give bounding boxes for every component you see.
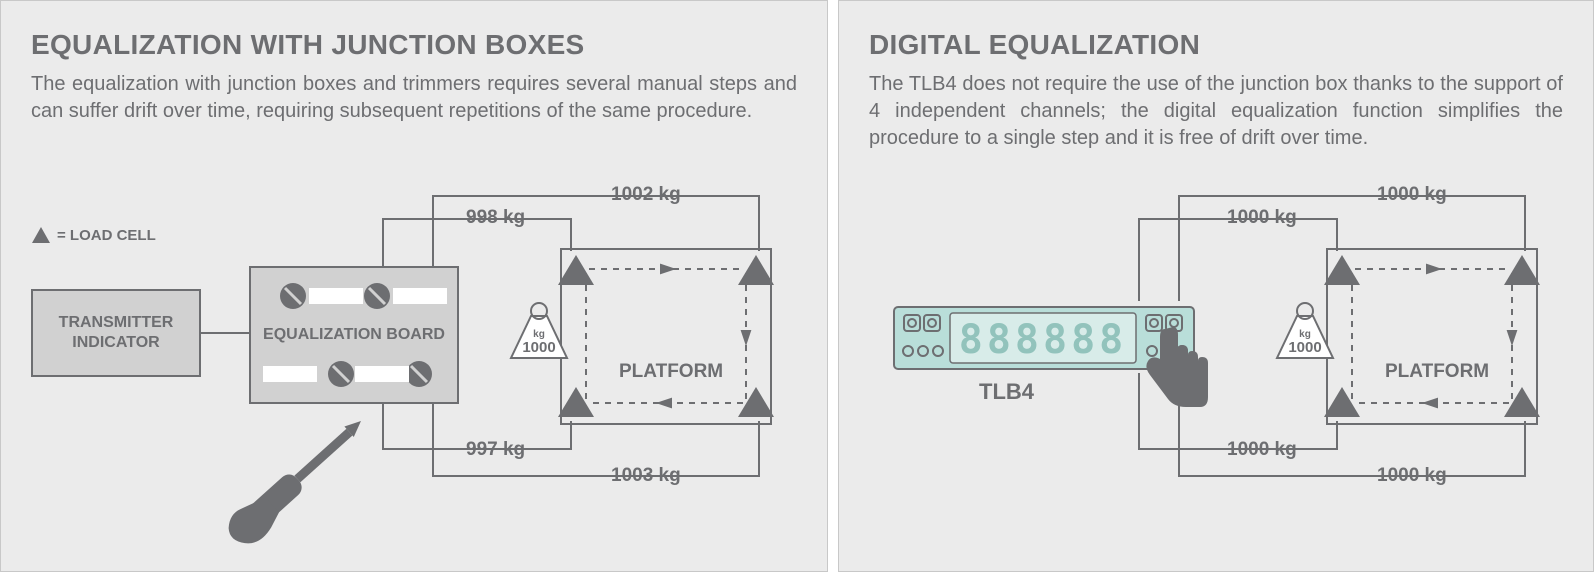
reading-tr-right: 1000 kg — [1377, 184, 1447, 206]
platform-label-left: PLATFORM — [619, 361, 723, 383]
wiring-right — [839, 1, 1593, 571]
wiring-left — [1, 1, 827, 571]
reading-bl-left: 997 kg — [466, 439, 525, 461]
panel-digital-equalization: DIGITAL EQUALIZATION The TLB4 does not r… — [838, 0, 1594, 572]
weight-value-left: 1000 — [517, 339, 561, 356]
reading-tl-left: 998 kg — [466, 207, 525, 229]
eq-board-label: EQUALIZATION BOARD — [263, 325, 445, 345]
reading-br-left: 1003 kg — [611, 465, 681, 487]
reading-bl-right: 1000 kg — [1227, 439, 1297, 461]
reading-tr-left: 1002 kg — [611, 184, 681, 206]
weight-value-right: 1000 — [1283, 339, 1327, 356]
platform-label-right: PLATFORM — [1385, 361, 1489, 383]
reading-tl-right: 1000 kg — [1227, 207, 1297, 229]
reading-br-right: 1000 kg — [1377, 465, 1447, 487]
panel-junction-boxes: EQUALIZATION WITH JUNCTION BOXES The equ… — [0, 0, 828, 572]
